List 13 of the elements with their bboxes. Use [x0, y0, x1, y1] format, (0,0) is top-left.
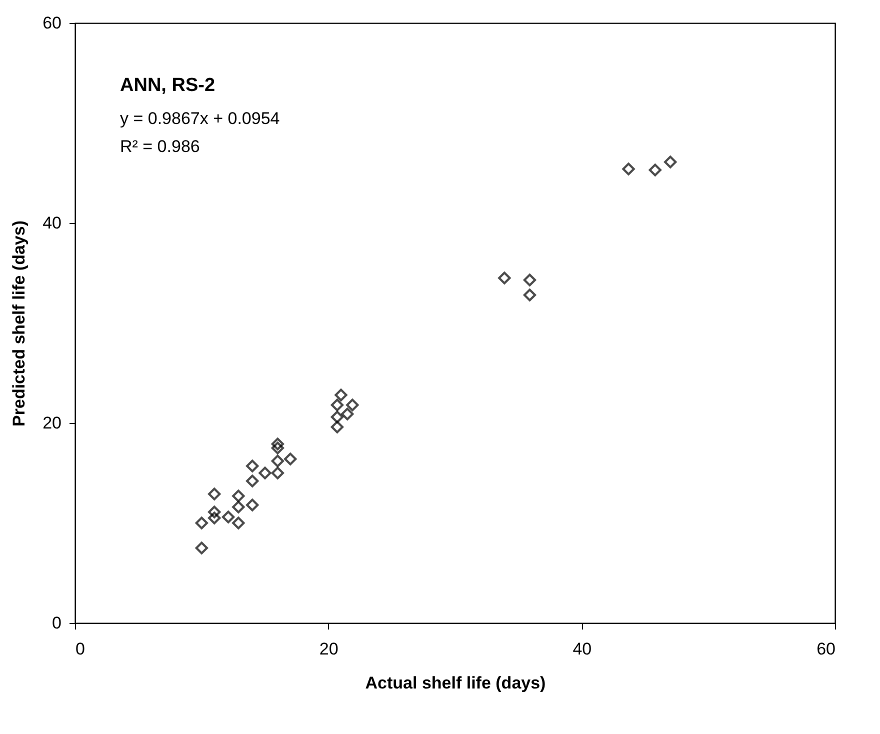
annotation: ANN, RS-2	[120, 75, 216, 96]
y-axis-title: Predicted shelf life (days)	[10, 220, 29, 426]
annotation: y = 0.9867x + 0.0954	[120, 109, 280, 128]
y-tick-label: 0	[52, 614, 62, 632]
x-tick-label: 20	[319, 640, 338, 658]
y-tick-label: 20	[42, 414, 62, 432]
x-tick-label: 0	[76, 640, 85, 658]
y-tick-label: 40	[42, 214, 62, 232]
annotation: R² = 0.986	[120, 137, 200, 156]
x-axis-title: Actual shelf life (days)	[365, 674, 546, 692]
y-tick-label: 60	[42, 14, 62, 32]
x-tick-label: 40	[572, 640, 592, 658]
x-tick-label: 60	[816, 640, 836, 658]
